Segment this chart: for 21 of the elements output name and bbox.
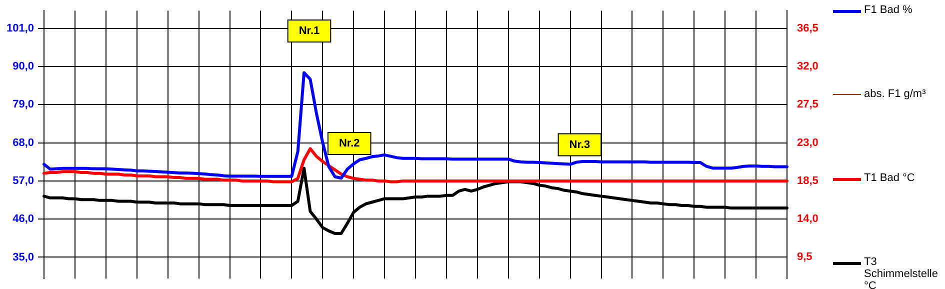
y2-tick-label: 36,5 (797, 22, 818, 34)
y-tick-label: 46,0 (12, 213, 34, 226)
annotation: Nr.3 (569, 138, 590, 151)
y2-tick-label: 23,0 (797, 136, 818, 149)
legend-label: T1 Bad °C (864, 172, 916, 184)
legend-label: abs. F1 g/m³ (864, 88, 927, 100)
y2-tick-label: 18,5 (797, 174, 818, 187)
y-tick-label: 90,0 (12, 60, 34, 72)
y2-tick-label: 27,5 (797, 98, 818, 111)
y2-tick-label: 14,0 (797, 213, 818, 226)
annotation: Nr.1 (298, 25, 320, 38)
annotation: Nr.2 (338, 137, 360, 150)
y-tick-label: 101,0 (6, 22, 34, 34)
y-tick-label: 35,0 (12, 251, 34, 264)
y2-tick-label: 9,5 (797, 251, 812, 264)
y-tick-label: 79,0 (12, 98, 34, 111)
y-tick-label: 57,0 (12, 174, 34, 187)
legend-label: T3 Schimmelstelle °C (864, 256, 939, 289)
legend-label: F1 Bad % (864, 4, 914, 16)
y2-tick-label: 32,0 (797, 60, 818, 73)
y-tick-label: 68,0 (12, 136, 34, 149)
